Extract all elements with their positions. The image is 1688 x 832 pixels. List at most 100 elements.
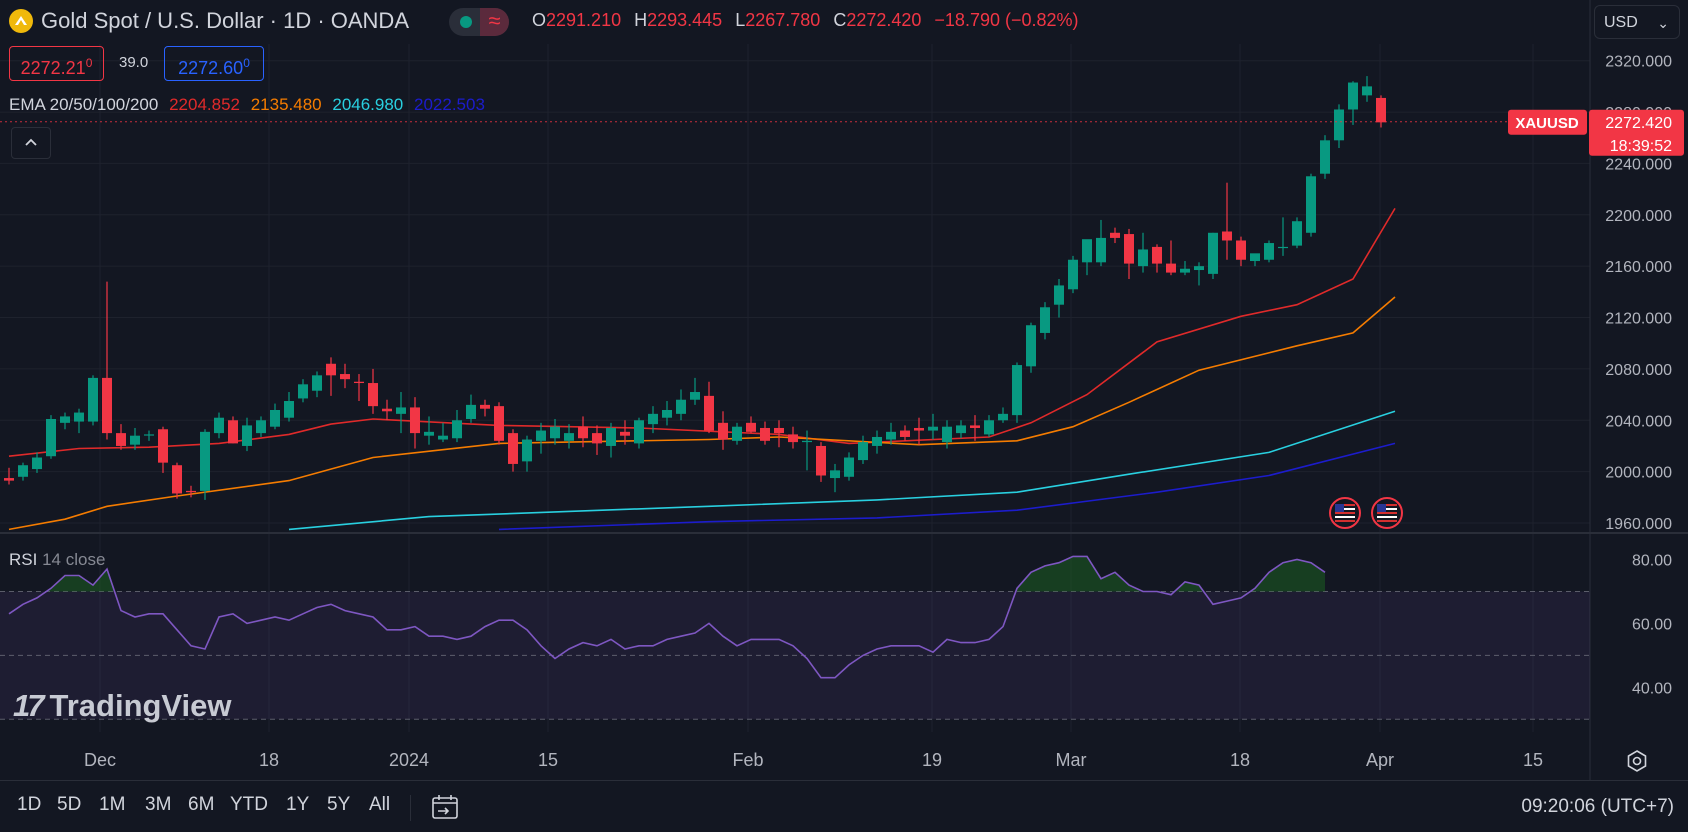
candle (984, 415, 994, 437)
range-button-1m[interactable]: 1M (99, 794, 126, 815)
time-tick-label: 18 (1230, 750, 1250, 770)
time-tick-label: 18 (259, 750, 279, 770)
time-tick-label: 15 (538, 750, 558, 770)
candle-body (816, 445, 826, 476)
candle-body (676, 399, 686, 414)
range-button-all[interactable]: All (369, 794, 391, 815)
candle-body (844, 457, 854, 477)
candle (298, 379, 308, 403)
candle-body (1040, 307, 1050, 333)
time-tick-label: Dec (84, 750, 116, 770)
ema20-value: 2204.852 (169, 95, 240, 114)
symbol-title[interactable]: Gold Spot / U.S. Dollar · 1D · OANDA (41, 8, 409, 33)
candle-body (1236, 240, 1246, 260)
candle-body (32, 457, 42, 470)
candle (1082, 239, 1092, 276)
candle (578, 416, 588, 448)
candle (606, 422, 616, 458)
range-button-5y[interactable]: 5Y (327, 794, 351, 815)
candle-body (494, 406, 504, 441)
candle (270, 403, 280, 430)
sell-price-button[interactable]: 2272.210 (9, 46, 104, 81)
candle-body (1278, 246, 1288, 249)
candle-body (452, 420, 462, 439)
candle (998, 407, 1008, 423)
candle (1180, 261, 1190, 276)
price-tick-label: 2040.000 (1605, 413, 1672, 430)
candle-body (186, 490, 196, 493)
chart-header: Gold Spot / U.S. Dollar · 1D · OANDA ≈ O… (0, 0, 1688, 44)
candle (1096, 219, 1106, 267)
rsi-tick-label: 40.00 (1632, 680, 1672, 697)
last-price-value: 2272.420 (1605, 115, 1672, 132)
candle-body (690, 392, 700, 400)
candle (130, 427, 140, 450)
market-status-indicator[interactable]: ≈ (449, 8, 509, 36)
candle (228, 416, 238, 444)
chart-grid (0, 0, 1688, 780)
candle (452, 410, 462, 443)
collapse-legend-button[interactable] (11, 127, 51, 159)
candle-body (620, 431, 630, 436)
us-flag-icon (1371, 497, 1403, 529)
candle-body (970, 425, 980, 428)
range-button-3m[interactable]: 3M (145, 794, 172, 815)
candle (732, 422, 742, 445)
candle (718, 411, 728, 450)
range-button-1d[interactable]: 1D (17, 794, 42, 815)
time-tick-label: 19 (922, 750, 942, 770)
gold-coin-icon[interactable] (9, 9, 33, 33)
price-tick-label: 2160.000 (1605, 259, 1672, 276)
event-markers (1329, 497, 1403, 529)
calendar-goto-icon[interactable] (430, 793, 460, 821)
candle-body (172, 465, 182, 494)
ema50-value: 2135.480 (250, 95, 322, 114)
ohlc-values: O2291.210 H2293.445 L2267.780 C2272.420 … (532, 10, 1079, 30)
candle (312, 371, 322, 398)
time-tick-label: 2024 (389, 750, 429, 770)
candle (1278, 217, 1288, 256)
buy-price-button[interactable]: 2272.600 (164, 46, 264, 81)
rsi-tick-label: 80.00 (1632, 553, 1672, 570)
currency-select[interactable]: USD ⌄ (1594, 5, 1680, 39)
candle-body (144, 434, 154, 436)
candle (788, 426, 798, 449)
candle (186, 485, 196, 498)
candle (1320, 135, 1330, 179)
candle-body (228, 420, 238, 444)
candle (102, 281, 112, 440)
candle-body (1068, 259, 1078, 290)
range-button-1y[interactable]: 1Y (286, 794, 310, 815)
candle-body (732, 426, 742, 441)
candle (872, 430, 882, 454)
candle-body (578, 426, 588, 439)
rsi-legend[interactable]: RSI 14 close (9, 550, 106, 569)
candle-body (256, 420, 266, 434)
candle-body (116, 433, 126, 446)
symbol-tag: XAUUSD (1515, 115, 1579, 132)
candle (1236, 236, 1246, 267)
chevron-down-icon: ⌄ (1657, 15, 1669, 31)
candle-body (396, 407, 406, 414)
candle-body (536, 430, 546, 441)
candle-body (284, 401, 294, 418)
range-button-5d[interactable]: 5D (57, 794, 82, 815)
candle (550, 418, 560, 445)
range-button-ytd[interactable]: YTD (230, 794, 268, 815)
range-button-6m[interactable]: 6M (188, 794, 215, 815)
candle-body (1222, 231, 1232, 241)
candle (956, 420, 966, 439)
candle (144, 430, 154, 441)
gear-icon[interactable] (1624, 748, 1650, 774)
candle (592, 425, 602, 455)
ema-legend[interactable]: EMA 20/50/100/200 2204.852 2135.480 2046… (9, 95, 491, 115)
candle-body (1012, 365, 1022, 416)
rsi-overbought-fill (46, 556, 1325, 592)
candle (662, 401, 672, 426)
timezone-clock[interactable]: 09:20:06 (UTC+7) (1521, 796, 1674, 817)
ema-line (288, 410, 1396, 531)
candle-body (508, 433, 518, 464)
time-tick-label: Feb (732, 750, 763, 770)
candle (158, 426, 168, 473)
